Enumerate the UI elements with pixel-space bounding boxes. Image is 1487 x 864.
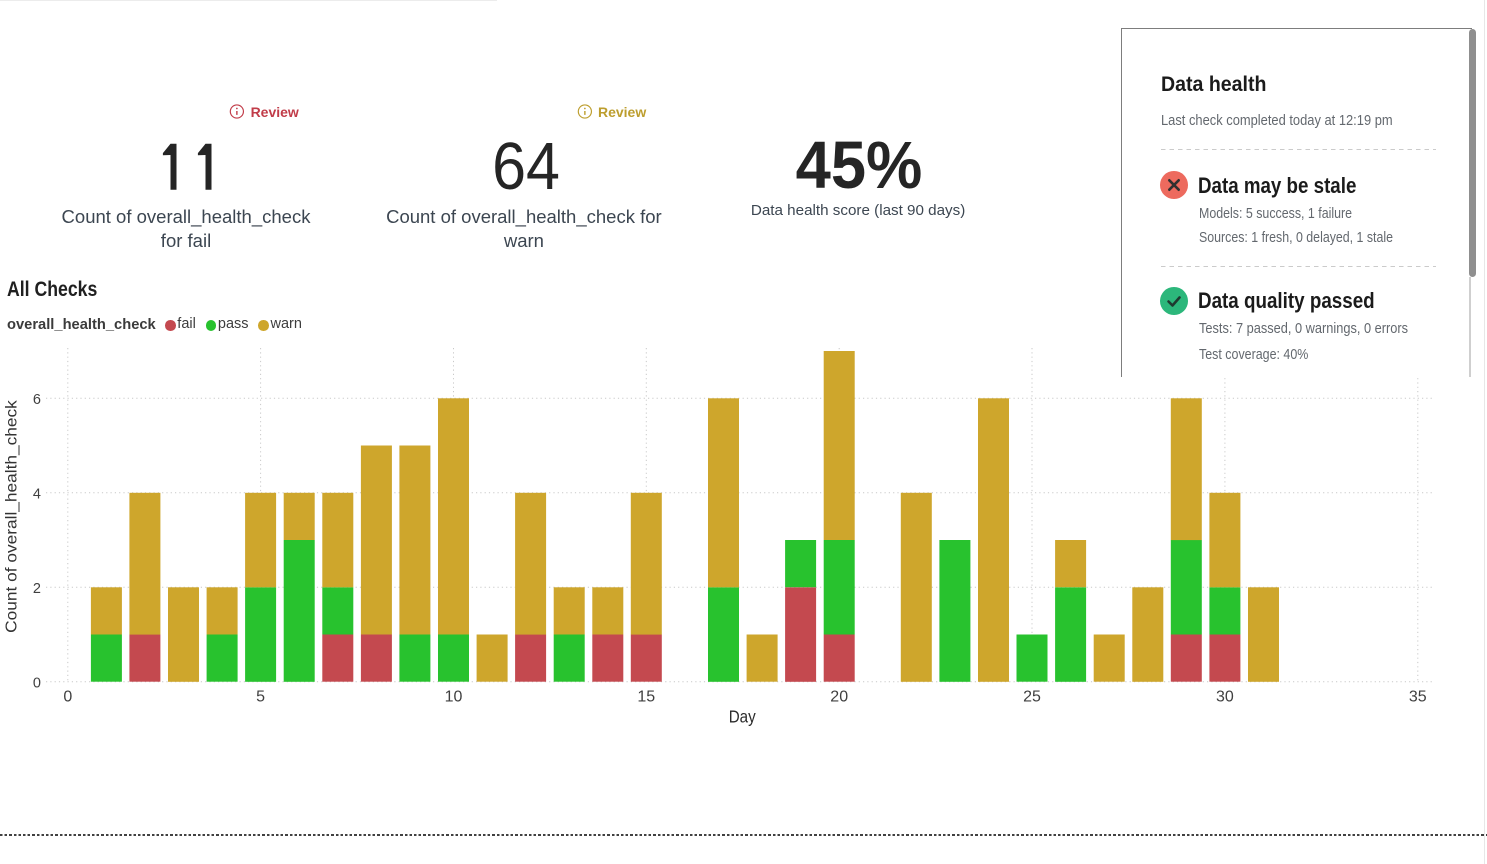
svg-text:20: 20 <box>830 688 848 705</box>
svg-text:30: 30 <box>1216 688 1234 705</box>
svg-text:35: 35 <box>1409 688 1427 705</box>
svg-text:25: 25 <box>1023 688 1041 705</box>
svg-text:15: 15 <box>637 688 655 705</box>
svg-text:4: 4 <box>33 487 41 503</box>
svg-text:0: 0 <box>63 688 72 705</box>
svg-text:Count of overall_health_check: Count of overall_health_check <box>2 399 20 632</box>
svg-text:6: 6 <box>33 392 41 408</box>
svg-text:10: 10 <box>445 688 463 705</box>
svg-text:0: 0 <box>33 676 41 692</box>
svg-text:Day: Day <box>729 706 757 727</box>
svg-text:2: 2 <box>33 581 41 597</box>
svg-text:5: 5 <box>256 688 265 705</box>
